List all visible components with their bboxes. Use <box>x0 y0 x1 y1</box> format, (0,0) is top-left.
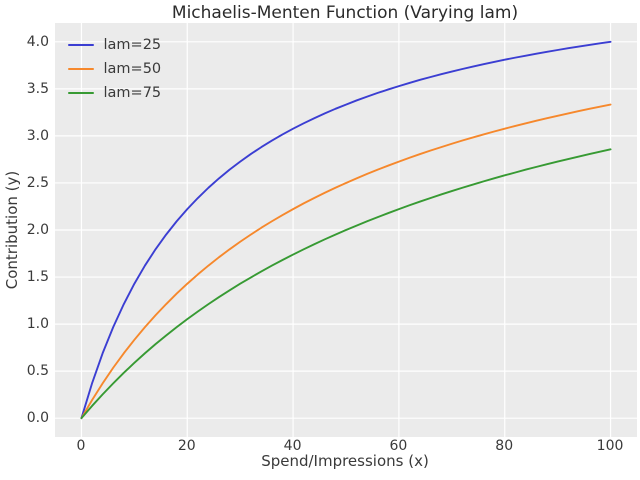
legend-label: lam=50 <box>103 61 162 77</box>
y-tick-label: 3.0 <box>26 127 49 144</box>
series-line-lam-75 <box>80 148 611 420</box>
y-tick-label: 3.5 <box>26 80 49 97</box>
y-tick-label: 2.0 <box>26 222 49 238</box>
plot-area: lam=25 lam=50 lam=75 <box>54 23 637 437</box>
series-line-lam-25 <box>80 40 611 420</box>
y-tick-label: 0.0 <box>26 410 49 427</box>
series-line-lam-50 <box>80 103 611 420</box>
legend-label: lam=25 <box>103 37 162 53</box>
x-tick-label: 0 <box>76 438 86 454</box>
legend-item-lam-25: lam=25 <box>67 33 162 57</box>
plot-canvas <box>54 23 637 437</box>
x-tick-label: 60 <box>389 438 408 454</box>
y-tick-label: 1.0 <box>26 316 49 333</box>
x-tick-label: 40 <box>283 438 302 454</box>
y-tick-label: 0.5 <box>26 363 49 380</box>
y-tick-label: 2.5 <box>26 174 49 191</box>
y-tick-label: 4.0 <box>26 33 49 50</box>
x-axis-label: Spend/Impressions (x) <box>261 452 429 470</box>
y-tick-label: 1.5 <box>26 269 49 286</box>
legend-item-lam-75: lam=75 <box>67 81 162 105</box>
x-tick-label: 20 <box>177 438 196 454</box>
legend-line-swatch <box>67 68 94 70</box>
chart-title: Michaelis-Menten Function (Varying lam) <box>171 3 519 23</box>
legend-line-swatch <box>67 44 94 46</box>
legend-line-swatch <box>67 92 94 94</box>
x-tick-label: 80 <box>495 438 514 454</box>
legend: lam=25 lam=50 lam=75 <box>67 33 162 105</box>
x-tick-label: 100 <box>596 438 624 454</box>
legend-item-lam-50: lam=50 <box>67 57 162 81</box>
legend-label: lam=75 <box>103 85 162 101</box>
